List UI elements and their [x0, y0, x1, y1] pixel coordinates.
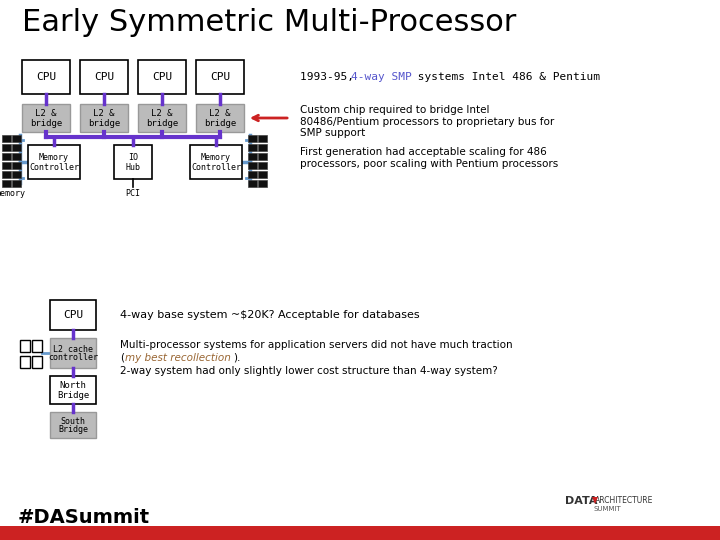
Text: Bridge: Bridge [57, 390, 89, 400]
Bar [0, 526, 720, 540]
Text: L2 &: L2 & [151, 110, 173, 118]
Text: First generation had acceptable scaling for 486
processors, poor scaling with Pe: First generation had acceptable scaling … [300, 147, 558, 168]
Bar [80, 104, 128, 132]
Text: Controller: Controller [29, 163, 79, 172]
Bar [258, 162, 267, 169]
Text: IO: IO [128, 153, 138, 163]
Text: CPU: CPU [152, 72, 172, 82]
Bar [248, 180, 257, 187]
Bar [196, 104, 244, 132]
Bar [248, 144, 257, 151]
Bar [12, 135, 21, 142]
Bar [50, 300, 96, 330]
Text: L2 cache: L2 cache [53, 345, 93, 354]
Text: Hub: Hub [125, 163, 140, 172]
Bar [114, 145, 152, 179]
Bar [32, 340, 42, 352]
Text: South: South [60, 416, 86, 426]
Bar [2, 144, 11, 151]
Bar [12, 171, 21, 178]
Bar [20, 340, 30, 352]
Text: Controller: Controller [191, 163, 241, 172]
Bar [2, 162, 11, 169]
Text: L2 &: L2 & [35, 110, 57, 118]
Bar [248, 135, 257, 142]
Text: controller: controller [48, 354, 98, 362]
Text: Early Symmetric Multi-Processor: Early Symmetric Multi-Processor [22, 8, 516, 37]
Text: CPU: CPU [63, 310, 83, 320]
Bar [248, 153, 257, 160]
Text: ARCHITECTURE: ARCHITECTURE [595, 496, 653, 505]
Text: #DASummit: #DASummit [18, 508, 150, 527]
Text: 4-way SMP: 4-way SMP [351, 72, 412, 82]
Text: bridge: bridge [204, 119, 236, 129]
Text: Memory: Memory [39, 153, 69, 163]
Bar [12, 153, 21, 160]
Polygon shape [592, 497, 598, 504]
Bar [80, 60, 128, 94]
Bar [20, 356, 30, 368]
Bar [2, 153, 11, 160]
Text: CPU: CPU [94, 72, 114, 82]
Text: L2 &: L2 & [94, 110, 114, 118]
Bar [258, 135, 267, 142]
Text: ).: ). [233, 353, 240, 363]
Text: bridge: bridge [146, 119, 178, 129]
Text: Multi-processor systems for application servers did not have much traction: Multi-processor systems for application … [120, 340, 513, 350]
Bar [258, 171, 267, 178]
Bar [248, 162, 257, 169]
Text: L2 &: L2 & [210, 110, 230, 118]
Text: memory: memory [0, 189, 26, 198]
Text: Custom chip required to bridge Intel
80486/Pentium processors to proprietary bus: Custom chip required to bridge Intel 804… [300, 105, 554, 138]
Bar [22, 104, 70, 132]
Bar [190, 145, 242, 179]
Bar [2, 171, 11, 178]
Text: CPU: CPU [36, 72, 56, 82]
Text: DATA: DATA [565, 496, 598, 506]
Text: systems Intel 486 & Pentium: systems Intel 486 & Pentium [411, 72, 600, 82]
Bar [248, 171, 257, 178]
Bar [258, 153, 267, 160]
Bar [138, 104, 186, 132]
Bar [258, 180, 267, 187]
Bar [196, 60, 244, 94]
Bar [2, 135, 11, 142]
Text: Memory: Memory [201, 153, 231, 163]
Text: 4-way base system ~$20K? Acceptable for databases: 4-way base system ~$20K? Acceptable for … [120, 310, 420, 320]
Bar [258, 144, 267, 151]
Text: bridge: bridge [88, 119, 120, 129]
Text: North: North [60, 381, 86, 390]
Bar [28, 145, 80, 179]
Bar [50, 376, 96, 404]
Bar [12, 162, 21, 169]
Text: my best recollection: my best recollection [125, 353, 231, 363]
Text: Bridge: Bridge [58, 426, 88, 435]
Bar [50, 338, 96, 368]
Bar [12, 144, 21, 151]
Bar [2, 180, 11, 187]
Bar [22, 60, 70, 94]
Text: bridge: bridge [30, 119, 62, 129]
Text: PCI: PCI [125, 189, 140, 198]
Bar [50, 412, 96, 438]
Text: (: ( [120, 353, 124, 363]
Text: 2-way system had only slightly lower cost structure than 4-way system?: 2-way system had only slightly lower cos… [120, 366, 498, 376]
Bar [32, 356, 42, 368]
Text: SUMMIT: SUMMIT [593, 506, 621, 512]
Text: 1993-95,: 1993-95, [300, 72, 361, 82]
Bar [12, 180, 21, 187]
Text: CPU: CPU [210, 72, 230, 82]
Bar [138, 60, 186, 94]
